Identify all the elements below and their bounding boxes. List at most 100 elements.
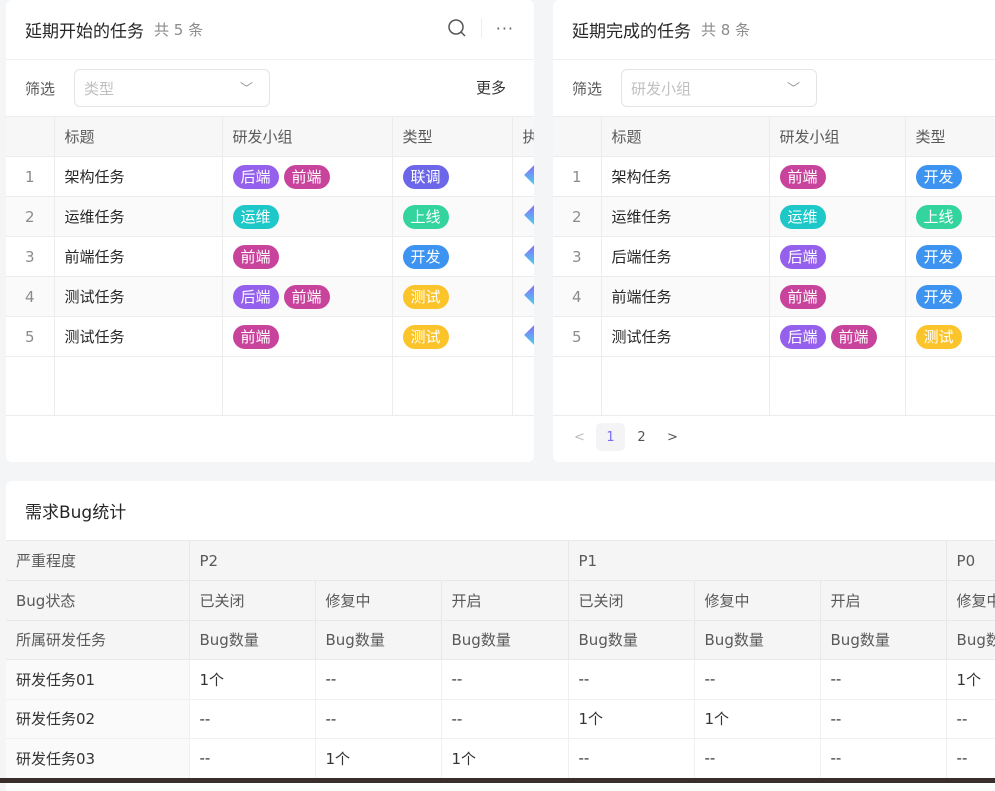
group-cell: 运维 (222, 196, 393, 237)
task-title[interactable]: 架构任务 (54, 156, 223, 197)
assignee-cell (512, 156, 534, 197)
group-cell: 前端 (222, 236, 393, 277)
header-cell: Bug数量 (694, 620, 821, 660)
task-table: 标题研发小组类型执1架构任务后端前端联调2运维任务运维上线3前端任务前端开发4测… (6, 116, 534, 416)
type-cell: 开发 (392, 236, 513, 277)
row-index: 5 (6, 316, 55, 357)
tag-测试: 测试 (402, 284, 449, 309)
task-name: 研发任务01 (6, 659, 190, 700)
type-cell: 测试 (392, 276, 513, 317)
column-header[interactable]: 执 (512, 116, 534, 157)
bug-count-cell: 1个 (315, 738, 442, 779)
type-filter-select[interactable]: 类型 ﹀ (74, 69, 271, 107)
task-title[interactable]: 测试任务 (601, 316, 770, 357)
task-title[interactable]: 测试任务 (54, 276, 223, 317)
task-title[interactable]: 运维任务 (54, 196, 223, 237)
bug-pivot-table: 严重程度P2P1P0Bug状态已关闭修复中开启已关闭修复中开启修复中所属研发任务… (6, 541, 995, 779)
header-cell: Bug数量 (189, 620, 316, 660)
group-cell: 前端 (769, 156, 906, 197)
bug-count-cell: -- (946, 738, 995, 779)
table-row[interactable]: 3 前端任务 前端 开发 (6, 236, 534, 277)
pagination: < 1 2 > (565, 423, 687, 451)
assignee-cell (512, 196, 534, 237)
table-row[interactable]: 2 运维任务 运维 上线 (6, 196, 534, 237)
bug-count-cell: 1个 (568, 699, 695, 739)
assignee-cell (512, 276, 534, 317)
row-index: 5 (553, 316, 602, 357)
group-cell: 后端 (769, 236, 906, 277)
column-header[interactable]: 标题 (601, 116, 770, 157)
row-index: 4 (553, 276, 602, 317)
empty-cell (905, 356, 995, 416)
bug-count-cell: 1个 (946, 659, 995, 700)
row-label: 严重程度 (6, 541, 190, 581)
row-index: 2 (553, 196, 602, 237)
tag-前端: 前端 (283, 284, 330, 309)
type-cell: 上线 (905, 196, 995, 237)
filter-label: 筛选 (572, 79, 603, 98)
tag-前端: 前端 (283, 164, 330, 189)
table-row[interactable]: 4 前端任务 前端 开发 (553, 276, 995, 317)
task-title[interactable]: 测试任务 (54, 316, 223, 357)
page-2[interactable]: 2 (637, 429, 646, 445)
prev-page-button[interactable]: < (574, 429, 585, 445)
empty-cell (222, 356, 393, 416)
panel-header: 延期开始的任务 共 5 条 ··· (6, 0, 534, 60)
column-header[interactable]: 类型 (905, 116, 995, 157)
table-row[interactable]: 5 测试任务 后端 前端 测试 (553, 316, 995, 357)
header-cell: Bug数量 (315, 620, 442, 660)
more-filter-button[interactable]: 更多 (475, 79, 506, 97)
column-header[interactable]: 研发小组 (222, 116, 393, 157)
bug-count-cell: -- (694, 659, 821, 700)
assignee-cell (512, 236, 534, 277)
type-cell: 测试 (392, 316, 513, 357)
table-row[interactable]: 2 运维任务 运维 上线 (553, 196, 995, 237)
bug-count-cell: -- (694, 738, 821, 779)
bug-count-cell: -- (441, 659, 569, 700)
table-row[interactable]: 4 测试任务 后端 前端 测试 (6, 276, 534, 317)
tag-后端: 后端 (779, 324, 826, 349)
task-title[interactable]: 架构任务 (601, 156, 770, 197)
table-row[interactable]: 5 测试任务 前端 测试 (6, 316, 534, 357)
more-options-icon[interactable]: ··· (495, 18, 514, 38)
task-title[interactable]: 前端任务 (54, 236, 223, 277)
group-cell: 前端 (769, 276, 906, 317)
header-cell: 修复中 (315, 580, 442, 621)
bug-count-cell: -- (820, 699, 947, 739)
panel-header: 延期完成的任务 共 8 条 (553, 0, 995, 60)
empty-row (6, 356, 534, 416)
column-header[interactable] (553, 116, 602, 157)
taskbar-edge (0, 778, 995, 783)
next-page-button[interactable]: > (667, 429, 678, 445)
column-header[interactable] (6, 116, 55, 157)
table-row: 研发任务02 -- -- -- 1个 1个 -- -- (6, 699, 995, 739)
panel-title: 延期开始的任务 (25, 22, 144, 42)
tag-后端: 后端 (232, 284, 279, 309)
row-label: 所属研发任务 (6, 620, 190, 660)
group-cell: 后端 前端 (769, 316, 906, 357)
column-header[interactable]: 类型 (392, 116, 513, 157)
table-row[interactable]: 1 架构任务 后端 前端 联调 (6, 156, 534, 197)
column-header[interactable]: 研发小组 (769, 116, 906, 157)
page-1[interactable]: 1 (596, 423, 625, 451)
task-title[interactable]: 运维任务 (601, 196, 770, 237)
table-row[interactable]: 3 后端任务 后端 开发 (553, 236, 995, 277)
group-filter-select[interactable]: 研发小组 ﹀ (621, 69, 818, 107)
empty-cell (601, 356, 770, 416)
header-cell: Bug数量 (946, 620, 995, 660)
search-icon[interactable] (447, 18, 467, 38)
type-cell: 测试 (905, 316, 995, 357)
tag-测试: 测试 (402, 324, 449, 349)
task-name: 研发任务03 (6, 738, 190, 779)
table-row[interactable]: 1 架构任务 前端 开发 (553, 156, 995, 197)
header-cell: Bug数量 (820, 620, 947, 660)
task-title[interactable]: 前端任务 (601, 276, 770, 317)
type-cell: 开发 (905, 236, 995, 277)
severity-P1: P1 (568, 541, 947, 581)
column-header[interactable]: 标题 (54, 116, 223, 157)
select-placeholder: 研发小组 (631, 79, 692, 98)
task-title[interactable]: 后端任务 (601, 236, 770, 277)
row-index: 1 (6, 156, 55, 197)
chevron-down-icon: ﹀ (240, 82, 254, 97)
bug-count-cell: -- (315, 699, 442, 739)
